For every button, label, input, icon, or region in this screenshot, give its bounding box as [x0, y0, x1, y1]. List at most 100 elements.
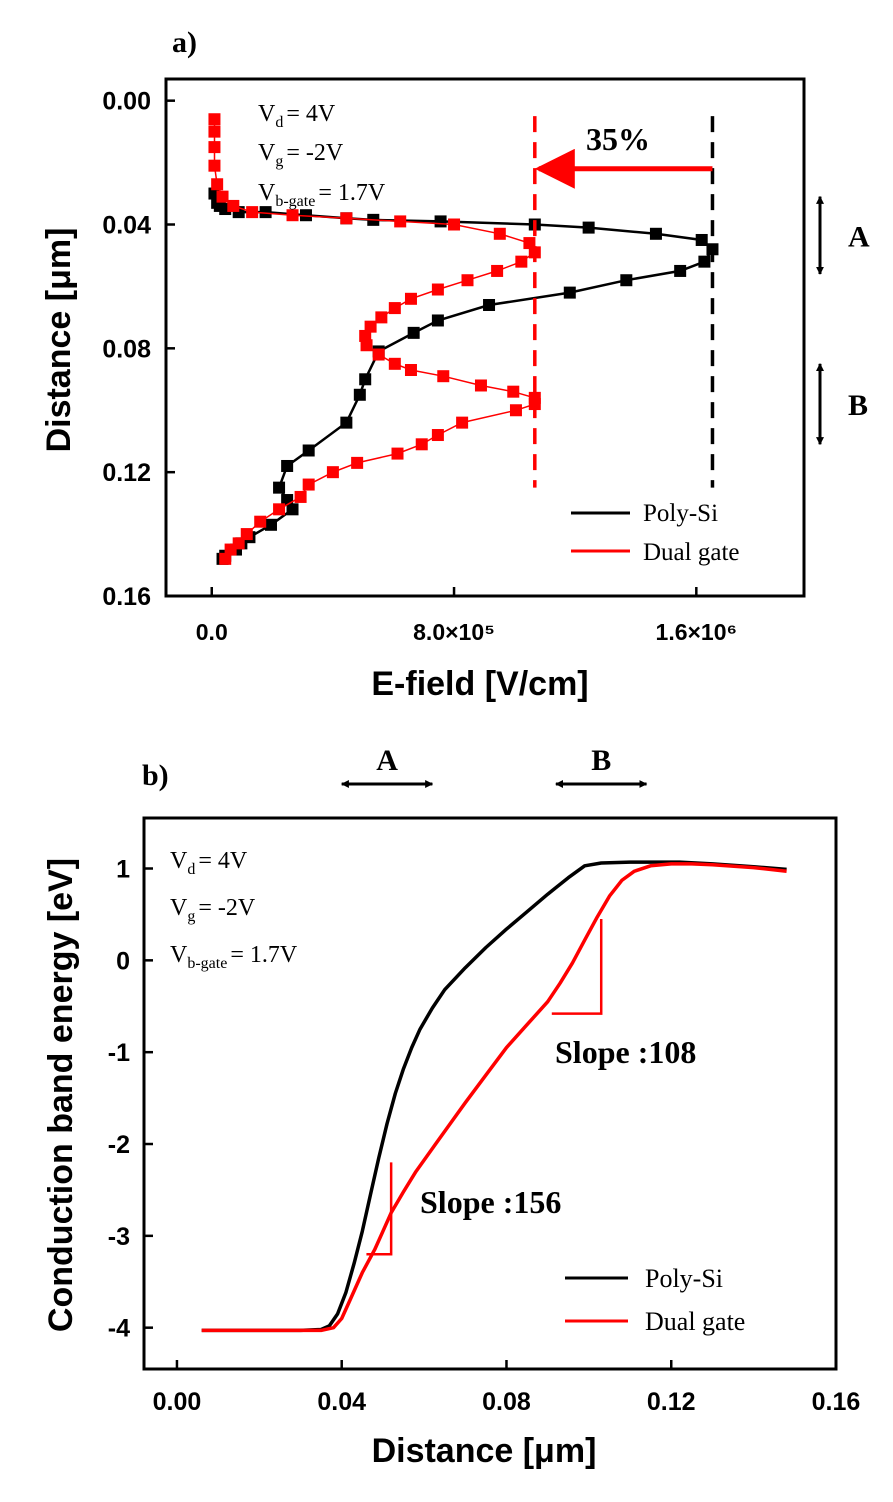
panel-b-label: b) [142, 759, 169, 792]
vb-line: Vb-gate = 1.7V [258, 180, 386, 210]
dual-gate-point [509, 404, 522, 417]
legend-poly-si-label: Poly-Si [643, 500, 718, 527]
y-tick-label: -3 [108, 1223, 130, 1251]
panel-b-plot-area [201, 860, 787, 1333]
dual-gate-series-line [201, 862, 787, 1333]
dual-gate-point [286, 209, 299, 222]
panel-a-frame [164, 77, 806, 598]
vg-line: Vg = -2V [258, 140, 344, 170]
poly-si-point [286, 503, 299, 516]
panel-b-legend: Poly-Si Dual gate [565, 1264, 745, 1336]
y-tick-label: -2 [108, 1131, 130, 1159]
y-tick-label: 0 [116, 947, 130, 975]
dual-gate-point [456, 416, 469, 429]
panel-b-frame [142, 816, 838, 1371]
dual-gate-point [273, 503, 286, 516]
dual-gate-point [224, 543, 237, 556]
y-tick-label: -4 [108, 1315, 130, 1343]
region-b-label: B [848, 389, 868, 422]
poly-si-point [273, 481, 286, 494]
panel-a-y-axis-label: Distance [μm] [40, 228, 78, 453]
poly-si-point [698, 255, 711, 268]
panel-a-label: a) [172, 26, 197, 59]
dual-gate-point [302, 478, 315, 491]
panel-b-x-axis-label: Distance [μm] [372, 1432, 597, 1470]
dual-gate-point [507, 385, 520, 398]
dual-gate-point [391, 447, 404, 460]
slope-annotations: Slope :156 Slope :108 [420, 1034, 696, 1220]
region-a-label: A [848, 220, 870, 253]
dual-gate-point [360, 339, 373, 352]
dual-gate-point [523, 237, 536, 250]
slope-156-label: Slope :156 [420, 1184, 561, 1220]
dual-gate-point [219, 552, 232, 565]
vd-line: Vd = 4V [258, 101, 336, 131]
dual-gate-point [208, 159, 221, 172]
vd-line: Vd = 4V [170, 848, 248, 878]
x-tick-label: 0.08 [482, 1388, 531, 1416]
dual-gate-point [351, 456, 364, 469]
dual-gate-point [246, 206, 259, 219]
dual-gate-point [216, 190, 229, 203]
poly-si-point [695, 233, 708, 246]
panel-b-conditions: Vd = 4V Vg = -2V Vb-gate = 1.7V [170, 848, 298, 972]
dual-gate-point [448, 218, 461, 231]
dual-gate-point [437, 370, 450, 383]
percent-reduction-annotation: 35% [533, 116, 715, 488]
dual-gate-point [515, 255, 528, 268]
dual-gate-point [431, 429, 444, 442]
dual-gate-point [493, 227, 506, 240]
dual-gate-point [388, 357, 401, 370]
poly-si-point [281, 459, 294, 472]
dual-gate-point [404, 364, 417, 377]
panel-b-ticks: 0.00 0.04 0.08 0.12 0.16 1 0 -1 -2 -3 -4 [108, 856, 861, 1416]
poly-si-point [353, 388, 366, 401]
percent-label: 35% [586, 121, 650, 157]
legend-dual-gate-label: Dual gate [643, 539, 739, 566]
dual-gate-point [474, 379, 487, 392]
region-b-label: B [591, 744, 611, 777]
panel-a-plot-area [208, 113, 719, 565]
y-tick-label: 0.00 [102, 88, 151, 116]
x-tick-label: 0.12 [647, 1388, 696, 1416]
dual-gate-point [254, 515, 267, 528]
panel-b-y-axis-label: Conduction band energy [eV] [42, 858, 80, 1332]
x-tick-label: 0.0 [196, 619, 228, 645]
dual-gate-point [211, 178, 224, 191]
y-tick-label: 0.12 [102, 459, 151, 487]
panel-b-regions: A B [340, 744, 648, 788]
y-tick-label: -1 [108, 1039, 130, 1067]
panel-a: a) 0.0 8.0×10⁵ 1.6×10⁶ 0.00 0.04 0.08 0.12 0.16… [40, 26, 870, 703]
poly-si-point [302, 444, 315, 457]
dual-gate-point [388, 302, 401, 315]
poly-si-point [563, 286, 576, 299]
slope-triangle-2 [551, 919, 603, 1015]
dual-gate-point [326, 466, 339, 479]
x-tick-label: 0.04 [317, 1388, 366, 1416]
panel-a-regions: A B [816, 195, 870, 446]
y-tick-label: 0.08 [102, 335, 151, 363]
dual-gate-point [227, 199, 240, 212]
y-tick-label: 1 [116, 856, 130, 884]
poly-si-series-line [201, 860, 787, 1333]
dual-gate-point [364, 320, 377, 333]
poly-si-point [431, 314, 444, 327]
dual-gate-point [491, 264, 504, 277]
poly-si-point [264, 518, 277, 531]
x-tick-label: 8.0×10⁵ [413, 619, 495, 645]
poly-si-point [434, 215, 447, 228]
dual-gate-point [208, 141, 221, 154]
poly-si-point [407, 326, 420, 339]
dual-gate-point [372, 348, 385, 361]
poly-si-point [582, 221, 595, 234]
region-a-label: A [376, 744, 398, 777]
panel-b: b) 0.00 0.04 0.08 0.12 0.16 1 0 -1 -2 -3 -4 Distan… [42, 744, 860, 1470]
vb-line: Vb-gate = 1.7V [170, 942, 298, 972]
dual-gate-point [431, 283, 444, 296]
legend-poly-si-label: Poly-Si [645, 1264, 723, 1293]
poly-si-point [359, 373, 372, 386]
dual-gate-point [208, 113, 221, 126]
vg-line: Vg = -2V [170, 895, 256, 925]
x-tick-label: 1.6×10⁶ [656, 619, 738, 645]
y-tick-label: 0.16 [102, 583, 151, 611]
